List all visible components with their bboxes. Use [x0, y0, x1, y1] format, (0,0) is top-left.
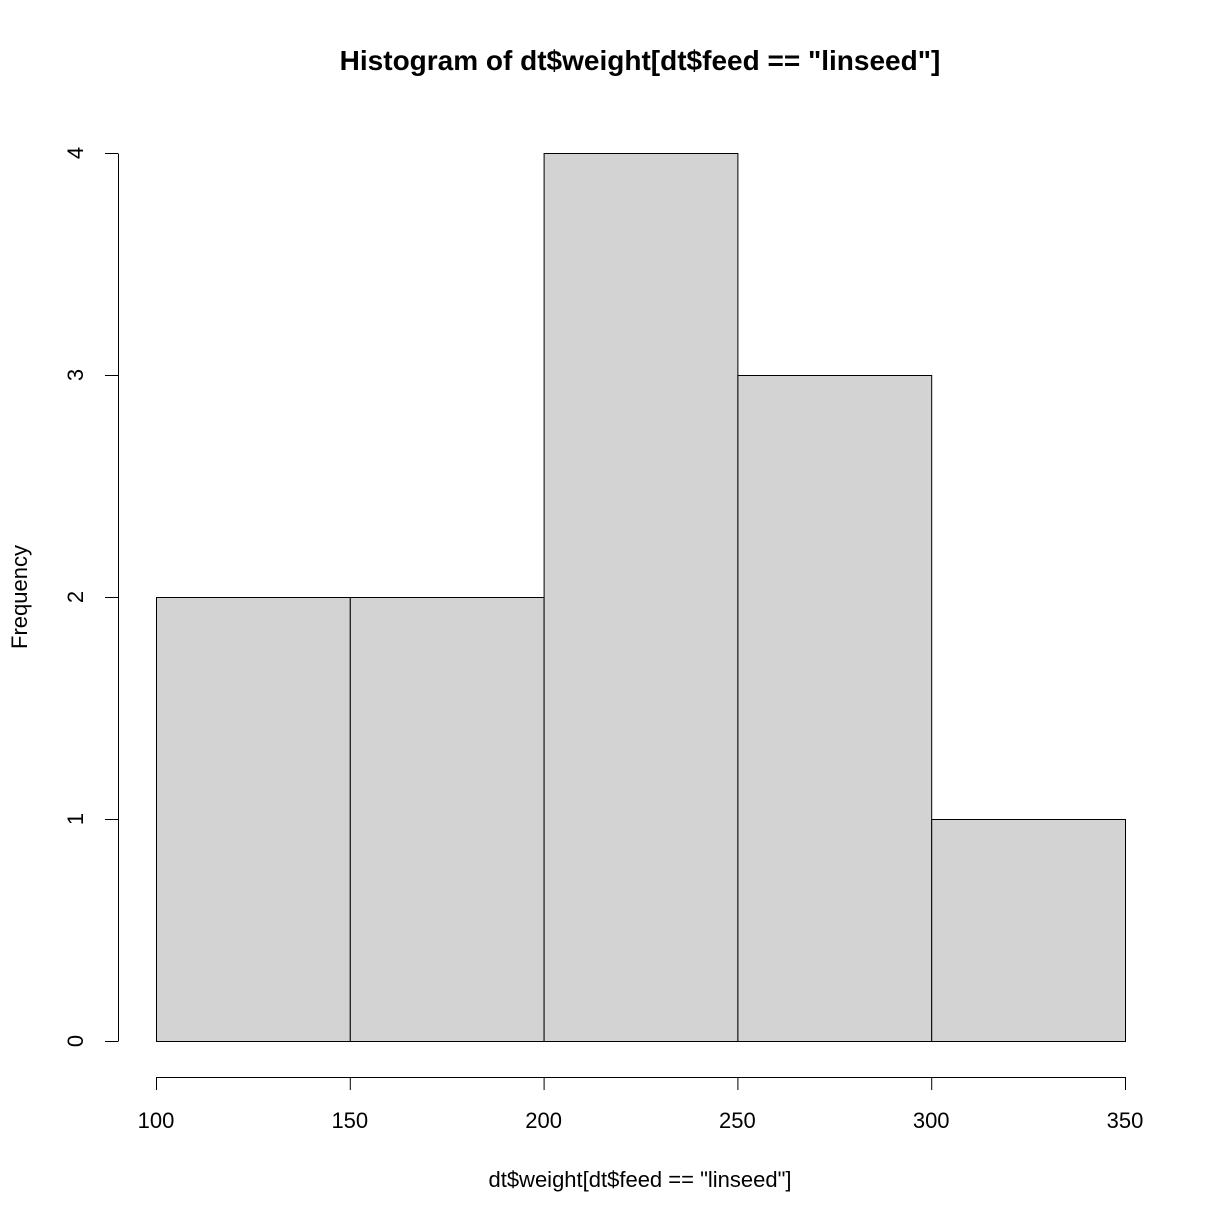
histogram-bar: [349, 597, 545, 1042]
y-tick-label: 2: [63, 591, 88, 603]
x-axis-label: dt$weight[dt$feed == "linseed"]: [488, 1167, 791, 1192]
x-tick-label: 250: [719, 1108, 756, 1133]
histogram-bar: [737, 375, 933, 1042]
histogram-bar: [156, 597, 351, 1042]
y-tick-label: 0: [63, 1035, 88, 1047]
x-tick-label: 100: [138, 1108, 175, 1133]
y-tick-label: 4: [63, 147, 88, 159]
x-tick-label: 150: [331, 1108, 368, 1133]
histogram-bar: [543, 153, 739, 1042]
x-tick-label: 300: [913, 1108, 950, 1133]
histogram-bar: [931, 819, 1127, 1042]
y-axis: 0 1 2 3 4: [63, 147, 119, 1047]
chart-title: Histogram of dt$weight[dt$feed == "linse…: [340, 45, 941, 76]
x-axis: 100 150 200 250 300 350: [138, 1077, 1144, 1133]
y-axis-label: Frequency: [7, 545, 32, 649]
y-tick-label: 1: [63, 813, 88, 825]
bars-group: [156, 153, 1127, 1042]
y-tick-label: 3: [63, 369, 88, 381]
x-tick-label: 350: [1107, 1108, 1144, 1133]
x-tick-label: 200: [525, 1108, 562, 1133]
